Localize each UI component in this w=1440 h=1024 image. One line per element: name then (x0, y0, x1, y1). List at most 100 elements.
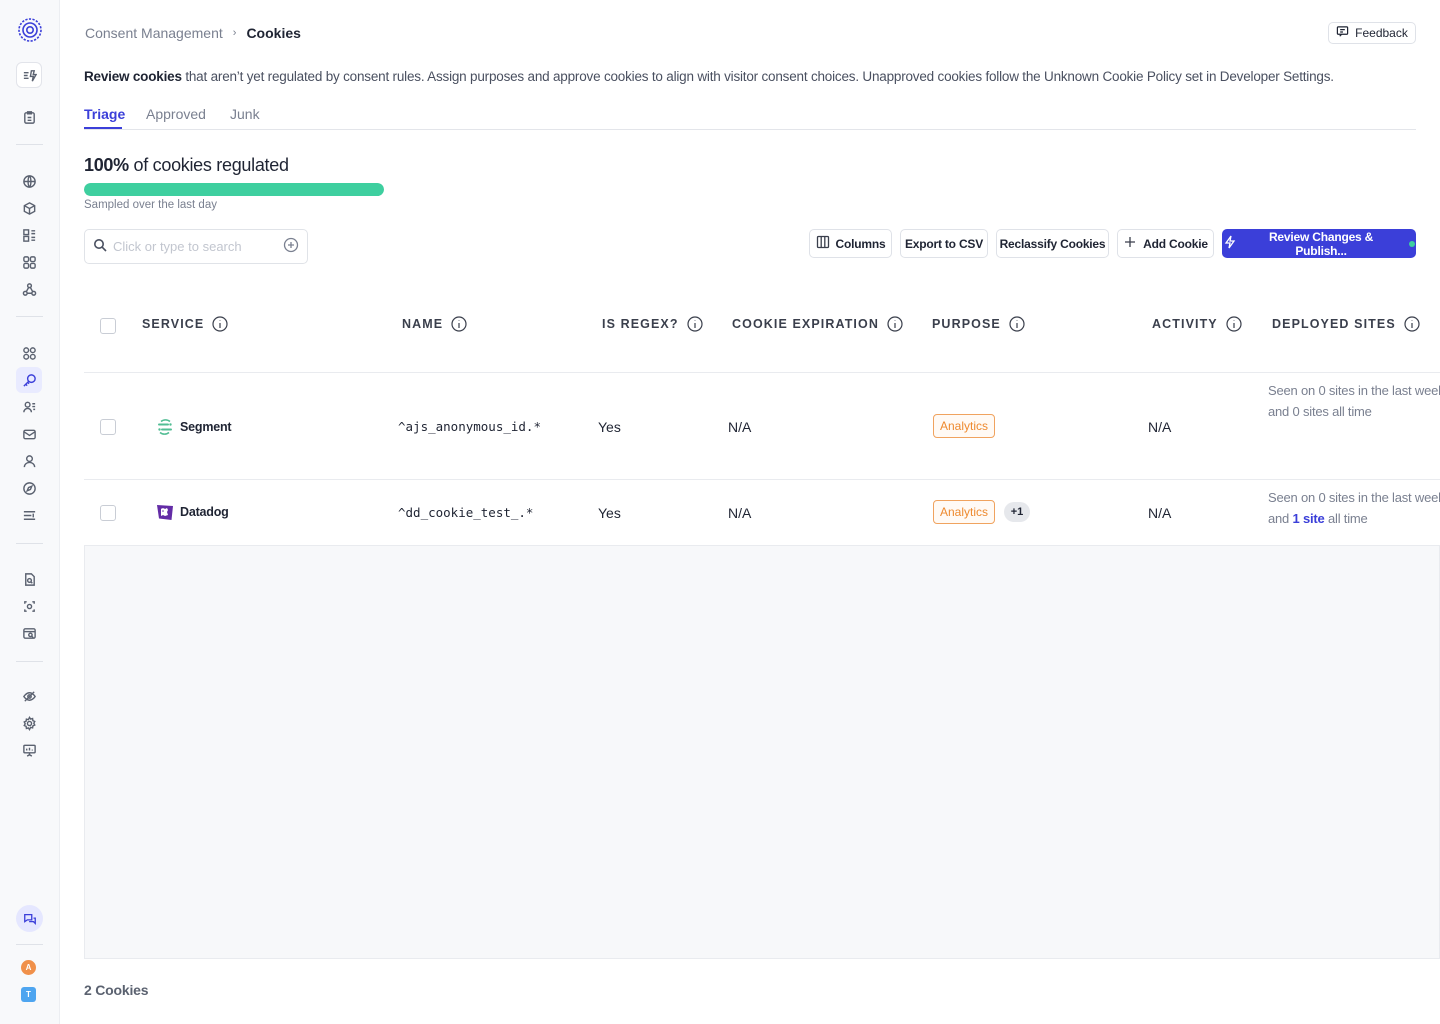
consent-apps-icon[interactable] (16, 340, 42, 366)
row-checkbox[interactable] (100, 505, 116, 521)
service-name: Datadog (180, 505, 229, 519)
deployed-sites-summary: Seen on 0 sites in the last week and 0 s… (1268, 380, 1440, 422)
feedback-button[interactable]: Feedback (1328, 22, 1416, 44)
tab-junk[interactable]: Junk (230, 106, 260, 122)
info-icon[interactable] (451, 316, 467, 332)
transcend-logo-icon[interactable] (17, 17, 43, 43)
more-purposes-badge[interactable]: +1 (1004, 502, 1030, 522)
doc-search-icon[interactable] (16, 566, 42, 592)
regulated-progress-fill (84, 183, 384, 196)
export-csv-button[interactable]: Export to CSV (900, 229, 988, 258)
column-header-service[interactable]: SERVICE (142, 316, 228, 332)
reclassify-cookies-button[interactable]: Reclassify Cookies (996, 229, 1109, 258)
page-title: Cookies (246, 25, 301, 41)
cookie-count: 2 Cookies (84, 982, 149, 998)
gear-icon[interactable] (16, 710, 42, 736)
service-header-label: SERVICE (142, 317, 205, 331)
purpose-tag[interactable]: Analytics (933, 414, 996, 438)
info-icon[interactable] (887, 316, 903, 332)
row-divider (84, 479, 1440, 480)
review-publish-label: Review Changes & Publish... (1268, 229, 1374, 258)
name-header-label: NAME (402, 317, 444, 331)
deployed-week: Seen on 0 sites in the last week (1268, 490, 1440, 505)
column-header-activity[interactable]: ACTIVITY (1152, 316, 1242, 332)
filters-icon[interactable] (16, 502, 42, 528)
scan-icon[interactable] (16, 593, 42, 619)
info-icon[interactable] (1009, 316, 1025, 332)
info-icon[interactable] (212, 316, 228, 332)
is-regex-value: Yes (598, 505, 621, 521)
sidebar-divider (16, 944, 43, 945)
clipboard-icon[interactable] (16, 104, 42, 130)
add-filter-icon[interactable] (283, 237, 299, 256)
table-row-service[interactable]: Datadog (156, 503, 229, 521)
regulated-summary: 100% of cookies regulated (84, 155, 289, 176)
info-icon[interactable] (686, 316, 703, 332)
avatar-org[interactable]: A (21, 960, 36, 975)
action-items-icon[interactable] (16, 62, 42, 88)
intro-bold: Review cookies (84, 69, 182, 84)
active-tab-indicator (84, 127, 122, 129)
tab-triage[interactable]: Triage (84, 106, 126, 122)
network-icon[interactable] (16, 276, 42, 302)
column-header-is-regex[interactable]: IS REGEX? (602, 316, 703, 332)
info-icon[interactable] (1226, 316, 1242, 332)
select-all-checkbox[interactable] (100, 318, 116, 334)
row-checkbox[interactable] (100, 419, 116, 435)
search-input[interactable] (113, 239, 273, 254)
deployed-pre: and (1268, 404, 1293, 419)
activity-header-label: ACTIVITY (1152, 317, 1218, 331)
deployed-sites-summary: Seen on 0 sites in the last week and 1 s… (1268, 487, 1440, 529)
breadcrumb-separator: › (232, 27, 237, 39)
add-cookie-label: Add Cookie (1143, 236, 1208, 251)
avatar-user[interactable]: T (21, 987, 36, 1002)
eye-off-icon[interactable] (16, 683, 42, 709)
search-icon (93, 238, 107, 255)
column-header-deployed-sites[interactable]: DEPLOYED SITES (1272, 316, 1420, 332)
column-header-expiration[interactable]: COOKIE EXPIRATION (732, 316, 903, 332)
globe-icon[interactable] (16, 168, 42, 194)
users-icon[interactable] (16, 394, 42, 420)
tab-approved[interactable]: Approved (146, 106, 206, 122)
sidebar-divider (16, 661, 43, 662)
browser-search-icon[interactable] (16, 620, 42, 646)
sidebar-divider (16, 543, 43, 544)
deployed-sites-link[interactable]: 1 site (1292, 511, 1325, 526)
columns-icon (816, 235, 830, 252)
pending-changes-dot (1409, 240, 1415, 247)
column-header-purpose[interactable]: PURPOSE (932, 316, 1025, 332)
regulated-percent: 100% (84, 155, 129, 175)
datadog-logo-icon (156, 503, 174, 521)
chat-icon[interactable] (16, 905, 43, 932)
cookies-icon[interactable] (16, 367, 42, 393)
table-row-service[interactable]: Segment (156, 418, 232, 436)
person-icon[interactable] (16, 448, 42, 474)
activity-value: N/A (1148, 505, 1172, 521)
presentation-icon[interactable] (16, 737, 42, 763)
info-icon[interactable] (1404, 316, 1420, 332)
sidebar: A T (0, 0, 60, 1024)
add-cookie-button[interactable]: Add Cookie (1117, 229, 1214, 258)
message-icon (1336, 25, 1349, 41)
tab-bar: Triage Approved Junk (84, 106, 1416, 130)
column-header-name[interactable]: NAME (402, 316, 467, 332)
deployed-week: Seen on 0 sites in the last week (1268, 383, 1440, 398)
intro-rest: that aren’t yet regulated by consent rul… (181, 69, 1334, 84)
layout-icon[interactable] (16, 222, 42, 248)
columns-button[interactable]: Columns (809, 229, 892, 258)
review-publish-button[interactable]: Review Changes & Publish... (1222, 229, 1416, 258)
deployed-post: all time (1324, 511, 1368, 526)
search-bar[interactable] (84, 229, 308, 264)
compass-icon[interactable] (16, 475, 42, 501)
table-empty-area (84, 545, 1440, 959)
breadcrumb-parent[interactable]: Consent Management (85, 25, 223, 41)
apps-icon[interactable] (16, 249, 42, 275)
mail-icon[interactable] (16, 421, 42, 447)
cube-icon[interactable] (16, 195, 42, 221)
regulated-progress-bar (84, 183, 384, 196)
regulated-suffix: of cookies regulated (128, 155, 289, 175)
purpose-tag[interactable]: Analytics (933, 500, 996, 524)
expiration-value: N/A (728, 419, 752, 435)
is-regex-value: Yes (598, 419, 621, 435)
activity-value: N/A (1148, 419, 1172, 435)
